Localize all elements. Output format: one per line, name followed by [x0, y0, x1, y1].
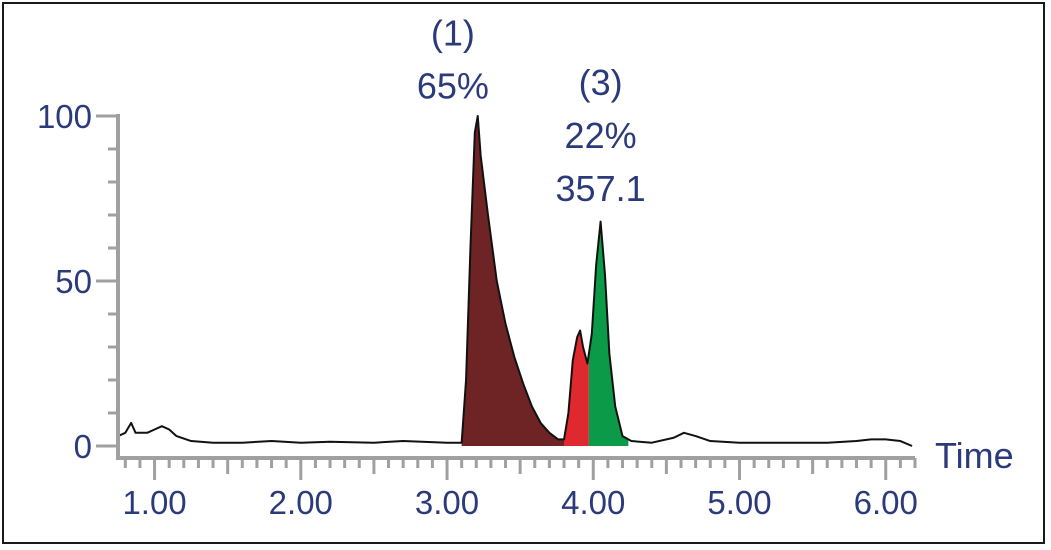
x-axis-label: Time	[935, 435, 1014, 476]
peak-3-label: 22%	[565, 115, 637, 156]
peak-1-area	[461, 116, 565, 446]
y-tick-label: 50	[55, 263, 92, 300]
x-tick-label: 2.00	[269, 484, 333, 521]
peak-3-label: 357.1	[556, 168, 646, 209]
x-tick-label: 4.00	[561, 484, 625, 521]
trace-line	[117, 115, 913, 447]
peak-1-label: 65%	[417, 66, 489, 107]
y-tick-label: 0	[74, 428, 92, 465]
x-tick-label: 5.00	[707, 484, 771, 521]
peak-3-area	[588, 221, 629, 446]
x-tick-label: 1.00	[122, 484, 186, 521]
x-tick-label: 6.00	[854, 484, 918, 521]
y-tick-label: 100	[37, 98, 92, 135]
chart-frame	[2, 2, 1045, 544]
peak-2-area	[564, 330, 589, 446]
peak-3-label: (3)	[579, 62, 623, 103]
peak-1-label: (1)	[431, 13, 475, 54]
x-tick-label: 3.00	[415, 484, 479, 521]
